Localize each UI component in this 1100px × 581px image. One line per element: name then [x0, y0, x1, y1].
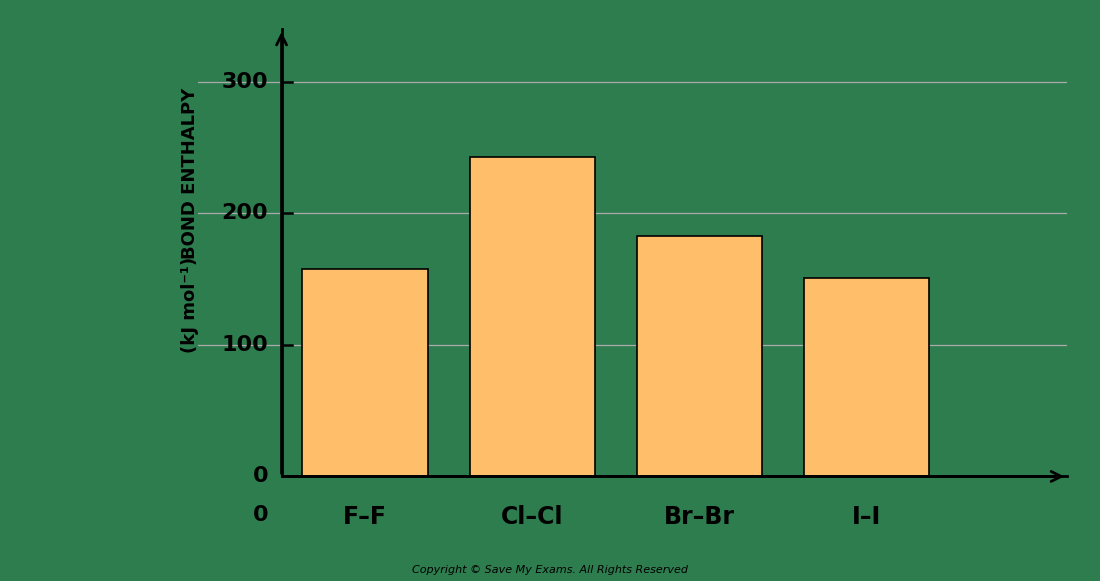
Text: 0: 0	[253, 505, 268, 525]
Text: 200: 200	[221, 203, 268, 223]
Text: 100: 100	[221, 335, 268, 355]
Text: 300: 300	[221, 71, 268, 92]
Bar	[804, 278, 930, 476]
Bar	[302, 268, 428, 476]
Text: Br–Br: Br–Br	[663, 505, 735, 529]
Text: Cl–Cl: Cl–Cl	[500, 505, 563, 529]
Text: F–F: F–F	[343, 505, 387, 529]
Text: (kJ mol⁻¹): (kJ mol⁻¹)	[180, 257, 199, 353]
Bar	[637, 236, 762, 476]
Text: Copyright © Save My Exams. All Rights Reserved: Copyright © Save My Exams. All Rights Re…	[412, 565, 688, 575]
Bar	[470, 157, 595, 476]
Text: 0: 0	[253, 467, 268, 486]
Text: BOND ENTHALPY: BOND ENTHALPY	[180, 88, 199, 259]
Text: I–I: I–I	[851, 505, 881, 529]
